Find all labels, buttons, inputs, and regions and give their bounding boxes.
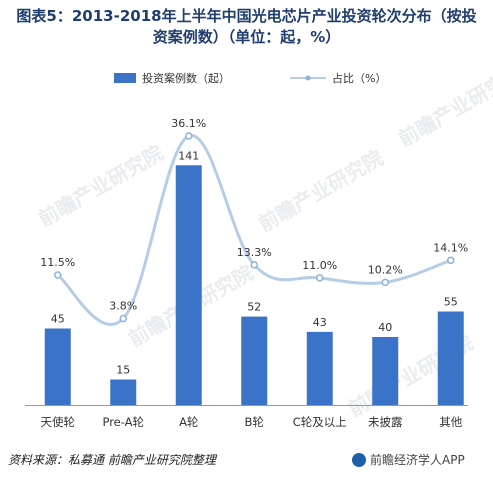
x-tick-label: A轮 — [179, 415, 199, 429]
legend-line-label: 占比（%） — [332, 71, 386, 85]
bar — [44, 328, 71, 405]
line-point — [185, 132, 193, 140]
bar-value-label: 43 — [313, 316, 327, 329]
bar-value-label: 55 — [444, 296, 458, 309]
x-tick-label: 未披露 — [368, 415, 403, 429]
x-tick-label: 其他 — [439, 415, 462, 429]
line-point — [381, 278, 389, 287]
bar-value-label: 15 — [116, 364, 130, 377]
x-tick-label: Pre-A轮 — [102, 415, 144, 429]
line-value-label: 3.8% — [109, 300, 137, 313]
share-line — [56, 134, 453, 326]
legend-bar-swatch — [114, 73, 136, 83]
line-value-label: 10.2% — [368, 263, 403, 276]
x-tick-label: B轮 — [245, 415, 265, 429]
bar — [437, 311, 464, 405]
bar — [372, 337, 399, 405]
line-value-label: 36.1% — [171, 117, 206, 130]
app-logo-icon — [352, 452, 366, 467]
line-point — [250, 261, 258, 269]
x-tick-label: 天使轮 — [41, 415, 76, 429]
bar-value-label: 40 — [378, 321, 392, 334]
line-point — [119, 314, 127, 323]
line-value-label: 13.3% — [237, 246, 272, 259]
x-tick-label: C轮及以上 — [293, 415, 347, 429]
bar — [306, 331, 333, 405]
bar — [241, 316, 268, 405]
line-value-label: 11.0% — [302, 259, 337, 272]
chart-title: 图表5：2013-2018年上半年中国光电芯片产业投资轮次分布（按投 资案例数）… — [0, 6, 493, 48]
line-point — [54, 271, 62, 279]
line-point — [447, 256, 455, 265]
bar — [110, 379, 137, 405]
app-name: 前瞻经济学人APP — [370, 453, 465, 467]
chart-title-line1: 图表5：2013-2018年上半年中国光电芯片产业投资轮次分布（按投 — [16, 7, 477, 25]
line-point — [316, 274, 324, 282]
source-note: 资料来源：私募通 前瞻产业研究院整理 — [8, 453, 216, 467]
bar-value-label: 52 — [247, 301, 261, 314]
bar-value-label: 45 — [51, 313, 65, 326]
legend-line-marker — [305, 75, 311, 81]
chart-title-line2: 资案例数）（单位：起，%） — [152, 28, 341, 46]
legend-bar-label: 投资案例数（起） — [142, 71, 230, 85]
app-credit: 前瞻经济学人APP — [352, 451, 465, 468]
bar — [175, 165, 202, 405]
bar-value-label: 141 — [178, 149, 199, 162]
line-value-label: 14.1% — [433, 241, 468, 254]
line-value-label: 11.5% — [40, 256, 75, 269]
